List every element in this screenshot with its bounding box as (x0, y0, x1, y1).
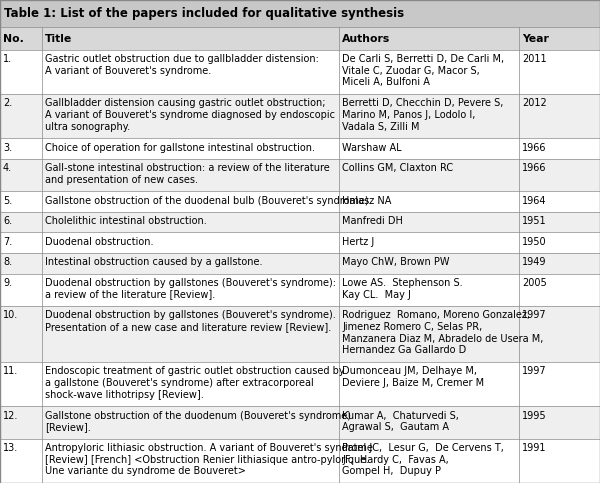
Text: Gallstone obstruction of the duodenal bulb (Bouveret's syndrome).: Gallstone obstruction of the duodenal bu… (45, 196, 371, 206)
Text: 1966: 1966 (522, 163, 547, 173)
Bar (0, 273, 600, 306)
Text: Lowe AS.  Stephenson S.
Kay CL.  May J: Lowe AS. Stephenson S. Kay CL. May J (342, 278, 463, 299)
Text: 4.: 4. (3, 163, 12, 173)
Text: Berretti D, Checchin D, Pevere S,
Marino M, Panos J, Lodolo I,
Vadala S, Zilli M: Berretti D, Checchin D, Pevere S, Marino… (342, 99, 503, 132)
Text: 6.: 6. (3, 216, 12, 226)
Text: 1997: 1997 (522, 367, 547, 376)
Text: Warshaw AL: Warshaw AL (342, 142, 401, 153)
Text: Table 1: List of the papers included for qualitative synthesis: Table 1: List of the papers included for… (4, 7, 404, 20)
Text: 2.: 2. (3, 99, 12, 109)
Bar (0, 362, 600, 406)
Text: 9.: 9. (3, 278, 12, 288)
Text: 10.: 10. (3, 311, 18, 320)
Text: De Carli S, Berretti D, De Carli M,
Vitale C, Zuodar G, Macor S,
Miceli A, Bulfo: De Carli S, Berretti D, De Carli M, Vita… (342, 54, 504, 87)
Text: 5.: 5. (3, 196, 12, 206)
Text: Rodriguez  Romano, Moreno Gonzalez,
Jimenez Romero C, Selas PR,
Manzanera Diaz M: Rodriguez Romano, Moreno Gonzalez, Jimen… (342, 311, 544, 355)
Bar (0, 191, 600, 212)
Bar (0, 439, 600, 483)
Text: Kumar A,  Chaturvedi S,
Agrawal S,  Gautam A: Kumar A, Chaturvedi S, Agrawal S, Gautam… (342, 411, 459, 432)
Text: Duodenal obstruction.: Duodenal obstruction. (45, 237, 154, 247)
Text: Cholelithic intestinal obstruction.: Cholelithic intestinal obstruction. (45, 216, 207, 226)
Text: 12.: 12. (3, 411, 19, 421)
Text: Halasz NA: Halasz NA (342, 196, 391, 206)
Bar (0, 50, 600, 94)
Text: Endoscopic treatment of gastric outlet obstruction caused by
a gallstone (Bouver: Endoscopic treatment of gastric outlet o… (45, 367, 344, 399)
Text: Intestinal obstruction caused by a gallstone.: Intestinal obstruction caused by a galls… (45, 257, 263, 268)
Text: Choice of operation for gallstone intestinal obstruction.: Choice of operation for gallstone intest… (45, 142, 315, 153)
Text: Dumonceau JM, Delhaye M,
Deviere J, Baize M, Cremer M: Dumonceau JM, Delhaye M, Deviere J, Baiz… (342, 367, 484, 388)
Text: Duodenal obstruction by gallstones (Bouveret's syndrome):
a review of the litera: Duodenal obstruction by gallstones (Bouv… (45, 278, 336, 299)
Text: 1966: 1966 (522, 142, 547, 153)
Text: Hertz J: Hertz J (342, 237, 374, 247)
Text: 1951: 1951 (522, 216, 547, 226)
Text: Manfredi DH: Manfredi DH (342, 216, 403, 226)
Bar (0, 306, 600, 362)
Text: 2011: 2011 (522, 54, 547, 64)
Text: 13.: 13. (3, 443, 18, 453)
Bar (0, 28, 600, 50)
Text: Gallstone obstruction of the duodenum (Bouveret's syndrome)
[Review].: Gallstone obstruction of the duodenum (B… (45, 411, 351, 432)
Bar (0, 0, 600, 28)
Text: 1995: 1995 (522, 411, 547, 421)
Text: 1949: 1949 (522, 257, 547, 268)
Text: 11.: 11. (3, 367, 18, 376)
Text: Gastric outlet obstruction due to gallbladder distension:
A variant of Bouveret': Gastric outlet obstruction due to gallbl… (45, 54, 319, 76)
Text: 7.: 7. (3, 237, 12, 247)
Text: Year: Year (522, 34, 549, 43)
Text: No.: No. (3, 34, 24, 43)
Bar (0, 138, 600, 159)
Text: 8.: 8. (3, 257, 12, 268)
Text: Collins GM, Claxton RC: Collins GM, Claxton RC (342, 163, 453, 173)
Text: 2012: 2012 (522, 99, 547, 109)
Text: 1964: 1964 (522, 196, 547, 206)
Text: Gallbladder distension causing gastric outlet obstruction;
A variant of Bouveret: Gallbladder distension causing gastric o… (45, 99, 335, 132)
Text: 1997: 1997 (522, 311, 547, 320)
Text: 1950: 1950 (522, 237, 547, 247)
Text: Patel JC,  Lesur G,  De Cervens T,
JF,  Hardy C,  Favas A,
Gompel H,  Dupuy P: Patel JC, Lesur G, De Cervens T, JF, Har… (342, 443, 504, 476)
Bar (0, 406, 600, 439)
Bar (0, 159, 600, 191)
Text: Title: Title (45, 34, 72, 43)
Text: 1.: 1. (3, 54, 12, 64)
Text: Antropyloric lithiasic obstruction. A variant of Bouveret's syndrome
[Review] [F: Antropyloric lithiasic obstruction. A va… (45, 443, 373, 476)
Text: Gall-stone intestinal obstruction: a review of the literature
and presentation o: Gall-stone intestinal obstruction: a rev… (45, 163, 330, 185)
Text: Mayo ChW, Brown PW: Mayo ChW, Brown PW (342, 257, 449, 268)
Text: 3.: 3. (3, 142, 12, 153)
Bar (0, 94, 600, 138)
Text: 2005: 2005 (522, 278, 547, 288)
Text: Authors: Authors (342, 34, 390, 43)
Bar (0, 253, 600, 273)
Bar (0, 212, 600, 232)
Text: 1991: 1991 (522, 443, 547, 453)
Text: Duodenal obstruction by gallstones (Bouveret's syndrome).
Presentation of a new : Duodenal obstruction by gallstones (Bouv… (45, 311, 336, 332)
Bar (0, 232, 600, 253)
